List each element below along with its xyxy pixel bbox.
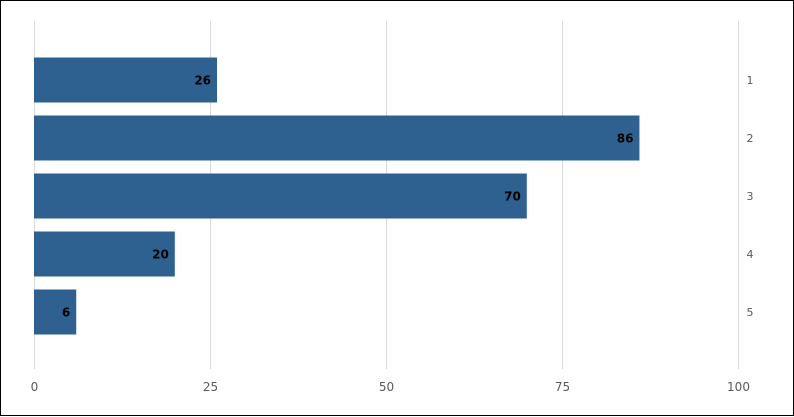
data-labels: 26 86 70 20 6: [62, 74, 634, 320]
x-tick-label: 100: [727, 380, 750, 394]
x-axis-ticks: 0 25 50 75 100: [31, 380, 750, 394]
category-label: 2: [747, 132, 754, 145]
category-label: 3: [747, 190, 754, 203]
category-label: 5: [747, 306, 754, 319]
bar-2: [34, 115, 640, 161]
category-label: 1: [747, 74, 754, 87]
x-tick-label: 75: [555, 380, 570, 394]
category-label: 4: [747, 248, 754, 261]
x-tick-label: 0: [31, 380, 39, 394]
bar-4: [34, 231, 175, 277]
bars: [34, 57, 640, 335]
x-tick-label: 50: [379, 380, 394, 394]
data-label: 20: [152, 248, 169, 262]
x-tick-label: 25: [203, 380, 218, 394]
bar-1: [34, 57, 218, 103]
category-axis-labels: 1 2 3 4 5: [747, 74, 754, 319]
data-label: 86: [617, 132, 634, 146]
data-label: 26: [194, 74, 211, 88]
data-label: 6: [62, 306, 70, 320]
data-label: 70: [504, 190, 521, 204]
bar-5: [34, 289, 77, 335]
bar-3: [34, 173, 527, 219]
